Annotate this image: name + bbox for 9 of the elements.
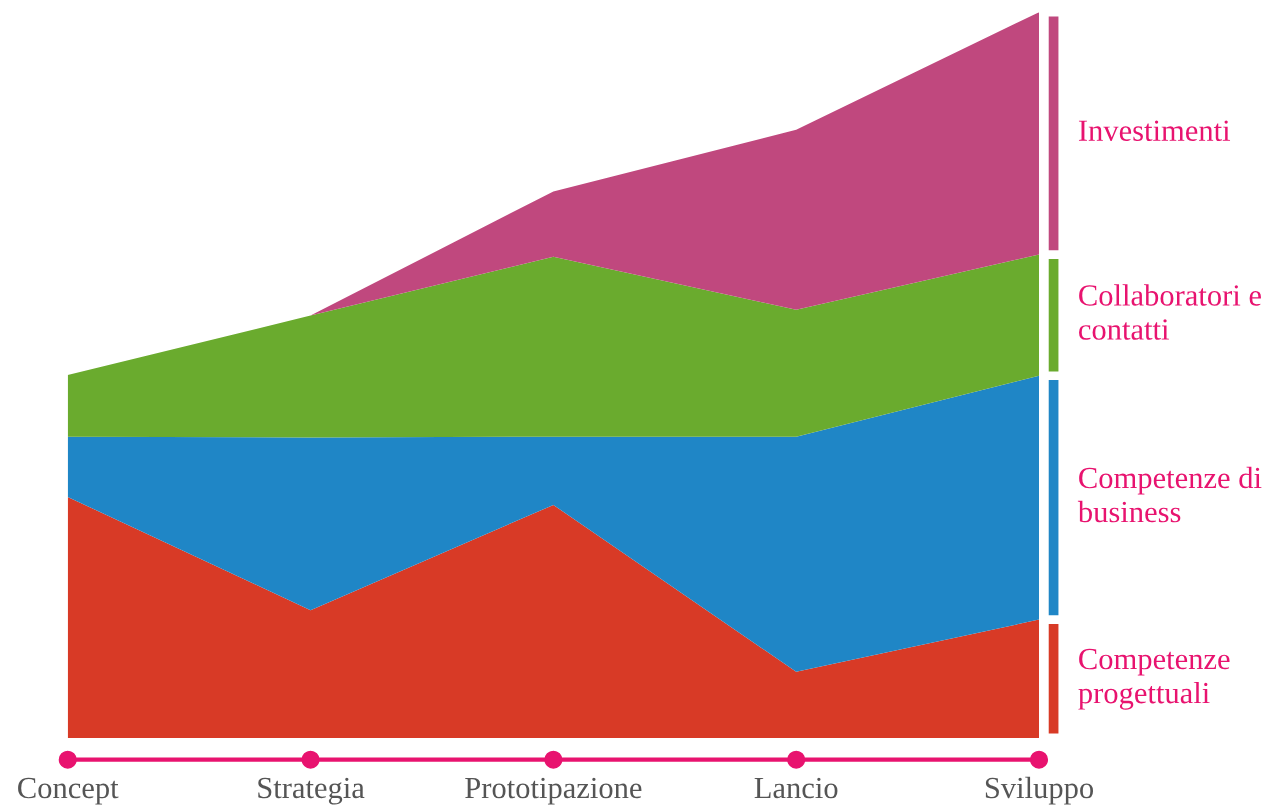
x-tick-label: Sviluppo	[985, 776, 1094, 805]
series-label: Competenze progettuali	[1078, 648, 1230, 710]
x-tick-label: Strategia	[258, 777, 365, 805]
series-label: Competenze di business	[1077, 466, 1262, 523]
x-tick-label: Prototipazione	[465, 777, 642, 805]
x-tick-label: Lancio	[754, 777, 838, 799]
x-tick-label: Concept	[18, 777, 119, 805]
series-label: Investimenti	[1078, 120, 1231, 141]
series-label: Collaboratori e contatti	[1079, 284, 1261, 340]
